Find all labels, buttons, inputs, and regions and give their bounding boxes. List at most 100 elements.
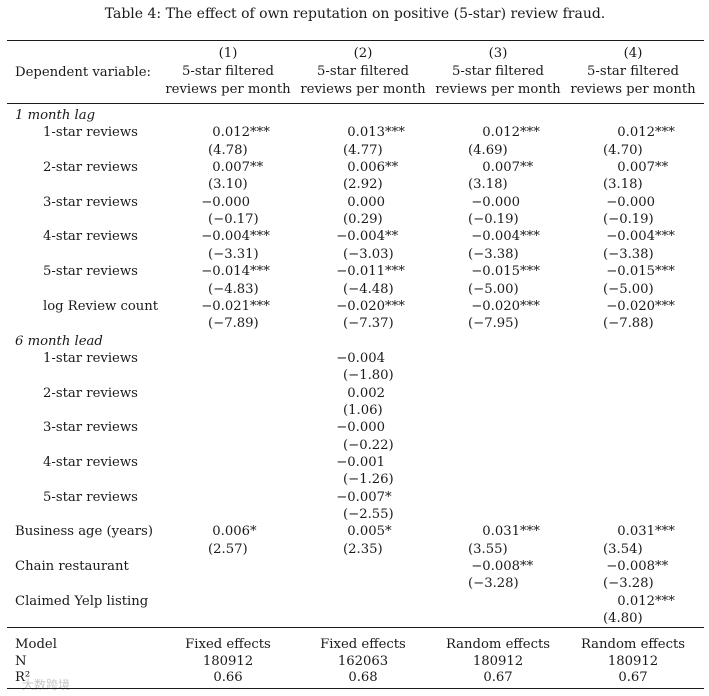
- t-stat-cell: (−2.55): [343, 507, 394, 523]
- column-header: 5-star filtered: [182, 64, 274, 79]
- t-stat-cell: (2.35): [343, 541, 383, 557]
- t-stat-cell: (2.57): [208, 541, 248, 557]
- coefficient-cell: −0.011 ***: [336, 264, 405, 280]
- significance-stars: **: [520, 559, 534, 575]
- row-label-header: Dependent variable:: [15, 65, 151, 80]
- t-stat-cell: (−5.00): [603, 281, 654, 297]
- table-title: Table 4: The effect of own reputation on…: [104, 6, 606, 22]
- t-stat-cell: (−7.88): [603, 316, 654, 332]
- column-header: reviews per month: [435, 82, 561, 97]
- t-stat-cell: (−3.03): [343, 246, 394, 262]
- significance-stars: ***: [655, 524, 675, 540]
- significance-stars: ***: [385, 264, 405, 280]
- footer-label: Model: [15, 637, 57, 652]
- t-stat-cell: (−4.48): [343, 281, 394, 297]
- t-stat-cell: (−0.17): [208, 212, 259, 228]
- coefficient-cell: −0.020 ***: [336, 298, 405, 314]
- coefficient-cell: 0.007 **: [482, 160, 534, 176]
- significance-stars: *: [385, 489, 392, 505]
- significance-stars: **: [385, 160, 399, 176]
- coefficient-cell: 0.013 ***: [347, 125, 405, 141]
- coefficient-cell: −0.000: [606, 194, 655, 210]
- footer-label: N: [15, 653, 27, 669]
- row-label: Claimed Yelp listing: [15, 593, 149, 609]
- t-stat-cell: (−7.95): [468, 316, 519, 332]
- coefficient-cell: −0.004 ***: [471, 229, 540, 245]
- table-rule: [7, 688, 704, 690]
- t-stat-cell: (−1.80): [343, 368, 394, 384]
- column-number: (2): [353, 46, 373, 61]
- row-label: 5-star reviews: [43, 264, 138, 280]
- coefficient-cell: −0.020 ***: [606, 298, 675, 314]
- row-label: 2-star reviews: [43, 385, 138, 401]
- coefficient-cell: 0.006 *: [212, 524, 257, 540]
- coefficient-cell: 0.012 ***: [212, 125, 270, 141]
- column-number: (3): [488, 46, 508, 61]
- t-stat-cell: (0.29): [343, 212, 383, 228]
- significance-stars: **: [250, 160, 264, 176]
- column-header: reviews per month: [570, 82, 696, 97]
- significance-stars: ***: [655, 264, 675, 280]
- significance-stars: ***: [520, 229, 540, 245]
- significance-stars: ***: [520, 524, 540, 540]
- coefficient-cell: −0.004 **: [336, 229, 399, 245]
- table-rule: [7, 627, 704, 628]
- t-stat-cell: (1.06): [343, 402, 383, 418]
- t-stat-cell: (4.70): [603, 142, 643, 158]
- significance-stars: ***: [385, 298, 405, 314]
- t-stat-cell: (−0.19): [603, 212, 654, 228]
- coefficient-cell: 0.012 ***: [617, 593, 675, 609]
- t-stat-cell: (−3.38): [468, 246, 519, 262]
- significance-stars: ***: [385, 125, 405, 141]
- table-rule: [7, 103, 704, 104]
- coefficient-cell: 0.000: [347, 194, 385, 210]
- row-label: 1-star reviews: [43, 125, 138, 141]
- t-stat-cell: (−5.00): [468, 281, 519, 297]
- coefficient-cell: −0.015 ***: [606, 264, 675, 280]
- footer-label: R²: [15, 670, 31, 685]
- coefficient-cell: −0.001: [336, 455, 385, 470]
- footer-value: 180912: [607, 653, 659, 669]
- t-stat-cell: (4.77): [343, 142, 383, 158]
- coefficient-cell: 0.005 *: [347, 524, 392, 540]
- significance-stars: ***: [655, 298, 675, 314]
- significance-stars: **: [385, 229, 399, 245]
- column-number: (4): [623, 46, 643, 61]
- t-stat-cell: (4.69): [468, 142, 508, 158]
- significance-stars: ***: [520, 264, 540, 280]
- coefficient-cell: 0.012 ***: [617, 125, 675, 141]
- coefficient-cell: 0.007 **: [617, 160, 669, 176]
- t-stat-cell: (3.10): [208, 177, 248, 193]
- significance-stars: **: [520, 160, 534, 176]
- row-label: Business age (years): [15, 524, 153, 540]
- coefficient-cell: −0.004: [336, 350, 385, 366]
- t-stat-cell: (−7.37): [343, 316, 394, 332]
- significance-stars: *: [385, 524, 392, 540]
- footer-value: Random effects: [445, 637, 551, 652]
- significance-stars: ***: [250, 229, 270, 245]
- coefficient-cell: −0.004 ***: [606, 229, 675, 245]
- coefficient-cell: −0.021 ***: [201, 298, 270, 314]
- significance-stars: ***: [655, 593, 675, 609]
- footer-value: Random effects: [580, 637, 686, 652]
- t-stat-cell: (3.18): [468, 177, 508, 193]
- t-stat-cell: (3.54): [603, 541, 643, 557]
- footer-value: 0.67: [483, 670, 513, 685]
- t-stat-cell: (3.55): [468, 541, 508, 557]
- footer-value: 180912: [202, 653, 254, 669]
- coefficient-cell: 0.012 ***: [482, 125, 540, 141]
- coefficient-cell: −0.000: [336, 420, 385, 436]
- column-number: (1): [218, 46, 238, 61]
- significance-stars: *: [250, 524, 257, 540]
- t-stat-cell: (3.18): [603, 177, 643, 193]
- footer-value: 0.66: [213, 670, 243, 685]
- coefficient-cell: −0.000: [201, 194, 250, 210]
- section-heading: 1 month lag: [15, 108, 96, 123]
- footer-value: Fixed effects: [320, 637, 406, 652]
- coefficient-cell: −0.007 *: [336, 489, 392, 505]
- significance-stars: ***: [250, 298, 270, 314]
- t-stat-cell: (−3.31): [208, 246, 259, 262]
- coefficient-cell: 0.031 ***: [617, 524, 675, 540]
- t-stat-cell: (−3.28): [468, 576, 519, 592]
- t-stat-cell: (−4.83): [208, 281, 259, 297]
